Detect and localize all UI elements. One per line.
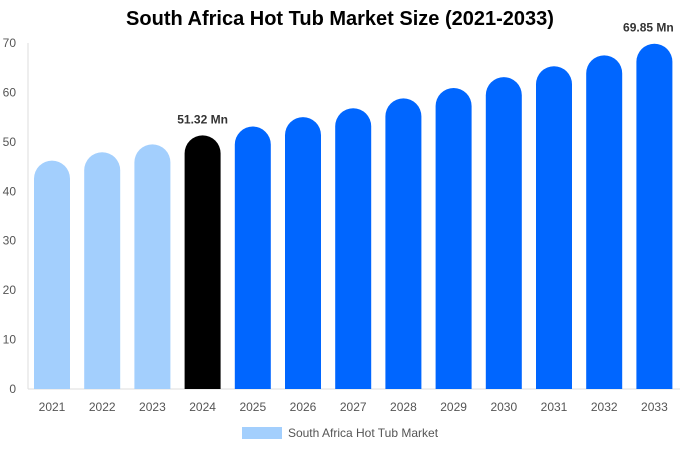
x-tick-label: 2030 [490, 400, 517, 414]
x-tick-label: 2027 [340, 400, 367, 414]
x-tick-label: 2025 [239, 400, 266, 414]
bar-2023 [134, 144, 171, 389]
x-tick-label: 2021 [39, 400, 66, 414]
chart-title: South Africa Hot Tub Market Size (2021-2… [126, 8, 554, 30]
y-tick-label: 10 [3, 333, 17, 347]
x-tick-label: 2033 [641, 400, 668, 414]
x-tick-label: 2031 [541, 400, 568, 414]
y-tick-label: 60 [3, 85, 17, 99]
data-label: 69.85 Mn [623, 21, 674, 35]
y-tick-label: 70 [3, 36, 17, 50]
bar-2029 [435, 87, 472, 389]
bar-2031 [536, 66, 572, 389]
bar-2030 [485, 77, 522, 389]
bar-2021 [34, 160, 70, 389]
y-tick-label: 0 [9, 382, 16, 396]
bar-2028 [385, 98, 422, 390]
y-tick-label: 20 [3, 283, 17, 297]
bar-2033 [636, 43, 673, 390]
bar-2022 [84, 152, 121, 389]
bar-2026 [285, 117, 321, 389]
bar-2025 [234, 126, 271, 389]
x-tick-label: 2022 [89, 400, 116, 414]
bar-2032 [586, 55, 623, 389]
legend-label: South Africa Hot Tub Market [287, 426, 439, 440]
x-tick-label: 2026 [290, 400, 317, 414]
bar-2027 [335, 108, 372, 389]
y-tick-label: 50 [3, 135, 17, 149]
x-tick-label: 2029 [440, 400, 467, 414]
x-tick-label: 2024 [189, 400, 216, 414]
y-tick-label: 40 [3, 184, 17, 198]
legend: South Africa Hot Tub Market [0, 426, 680, 440]
data-label: 51.32 Mn [177, 112, 228, 126]
x-tick-label: 2023 [139, 400, 166, 414]
x-tick-label: 2032 [591, 400, 618, 414]
legend-swatch [241, 427, 282, 439]
y-tick-label: 30 [3, 234, 17, 248]
bar-2024 [184, 135, 221, 389]
x-tick-label: 2028 [390, 400, 417, 414]
